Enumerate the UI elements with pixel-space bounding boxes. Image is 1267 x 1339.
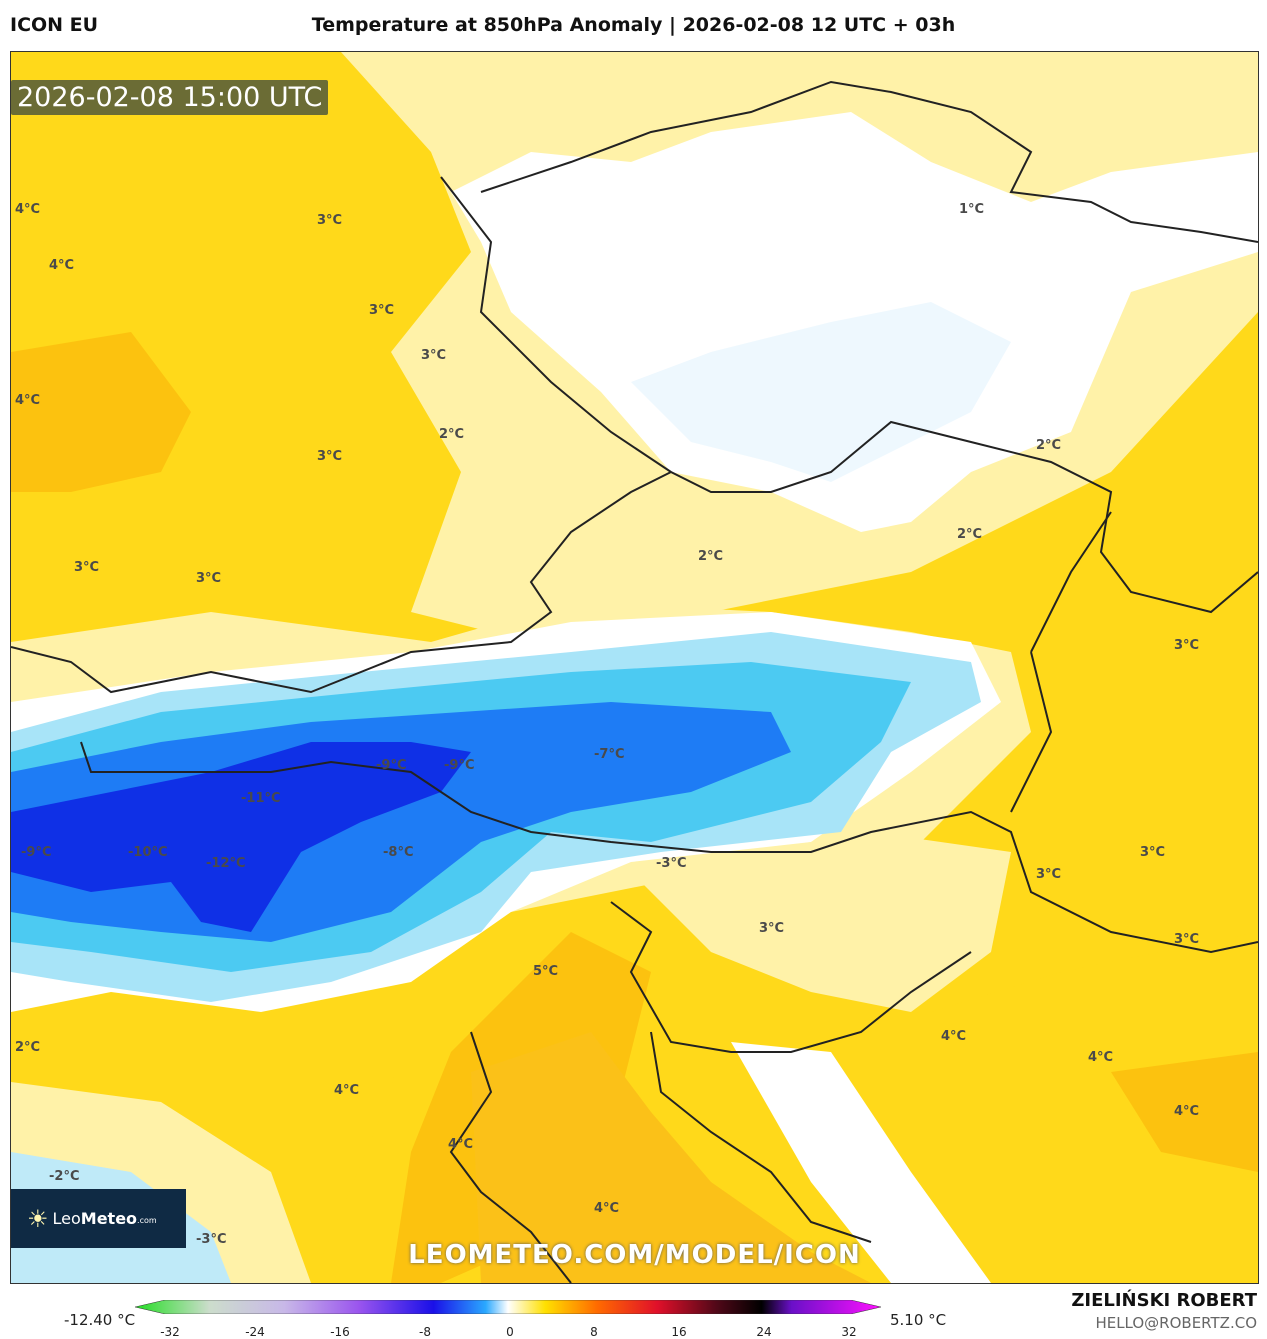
contour-label: 3°C (369, 303, 395, 318)
contour-label: 3°C (196, 571, 222, 586)
contour-label: -9°C (376, 758, 407, 773)
colorbar-tick: 32 (841, 1325, 857, 1339)
contour-label: -10°C (128, 845, 168, 860)
logo-light: Leo (52, 1209, 81, 1228)
watermark: LEOMETEO.COM/MODEL/ICON (408, 1240, 861, 1270)
contour-label: 3°C (759, 921, 785, 936)
contour-label: 5°C (533, 964, 559, 979)
contour-label: 1°C (959, 202, 985, 217)
contour-label: 4°C (1088, 1050, 1114, 1065)
colorbar-tick: -24 (245, 1325, 265, 1339)
colorbar (135, 1300, 881, 1314)
contour-label: 4°C (334, 1083, 360, 1098)
contour-label: -3°C (656, 856, 687, 871)
west-orange (11, 332, 191, 492)
colorbar-tick: 24 (756, 1325, 772, 1339)
leometeo-logo[interactable]: ☀ Leo Meteo .com (11, 1189, 186, 1248)
contour-label: 4°C (15, 202, 41, 217)
logo-suffix: .com (137, 1216, 157, 1225)
contour-label: -7°C (594, 747, 625, 762)
contour-label: 4°C (941, 1029, 967, 1044)
country-borders (11, 80, 1258, 1283)
colorbar-min: -12.40 °C (64, 1311, 136, 1329)
colorbar-tick: -32 (160, 1325, 180, 1339)
dark-blue-core (11, 742, 471, 932)
contour-label: 3°C (317, 213, 343, 228)
contour-label: 3°C (1140, 845, 1166, 860)
colorbar-tick: 0 (506, 1325, 514, 1339)
colorbar-tick: 16 (671, 1325, 687, 1339)
contour-label: 3°C (1174, 638, 1200, 653)
contour-label: 4°C (448, 1137, 474, 1152)
colorbar-tick: -16 (330, 1325, 350, 1339)
contour-label: 2°C (1036, 438, 1062, 453)
colorbar-tick: -8 (419, 1325, 431, 1339)
contour-label: 2°C (439, 427, 465, 442)
sun-icon: ☀ (27, 1204, 49, 1233)
contour-label: 3°C (317, 449, 343, 464)
contour-label: 2°C (698, 549, 724, 564)
contour-label: -11°C (241, 791, 281, 806)
map-title: Temperature at 850hPa Anomaly | 2026-02-… (311, 14, 956, 36)
contour-label: 4°C (1174, 1104, 1200, 1119)
contour-label: 2°C (15, 1040, 41, 1055)
east-orange (1111, 1052, 1258, 1172)
contour-label: -9°C (444, 758, 475, 773)
contour-label: -3°C (196, 1232, 227, 1247)
logo-bold: Meteo (80, 1209, 138, 1228)
contour-label: 3°C (74, 560, 100, 575)
model-name: ICON EU (10, 14, 99, 36)
slovenia-pale (631, 832, 1011, 1012)
contour-label: 4°C (594, 1201, 620, 1216)
contour-label: 4°C (49, 258, 75, 273)
contour-label: 3°C (421, 348, 447, 363)
contour-label: 3°C (1036, 867, 1062, 882)
valid-time-badge: 2026-02-08 15:00 UTC (11, 80, 329, 115)
contour-label: -8°C (383, 845, 414, 860)
colorbar-tick: 8 (590, 1325, 598, 1339)
adriatic-orange (471, 1032, 871, 1283)
colorbar-max: 5.10 °C (890, 1311, 947, 1329)
map-fields (11, 52, 1258, 1283)
light-blue-north (631, 302, 1011, 482)
author-email[interactable]: HELLO@ROBERTZ.CO (1095, 1314, 1257, 1332)
contour-label: -2°C (49, 1169, 80, 1184)
se-pale (731, 1042, 991, 1283)
contour-label: 2°C (957, 527, 983, 542)
temperature-anomaly-map: 2026-02-08 15:00 UTC 4°C 3°C 4°C 3°C 3°C… (10, 51, 1259, 1284)
contour-label: -9°C (21, 845, 52, 860)
contour-label: 3°C (1174, 932, 1200, 947)
contour-label: -12°C (206, 856, 246, 871)
author-name: ZIELIŃSKI ROBERT (1071, 1290, 1257, 1311)
contour-label: 4°C (15, 393, 41, 408)
